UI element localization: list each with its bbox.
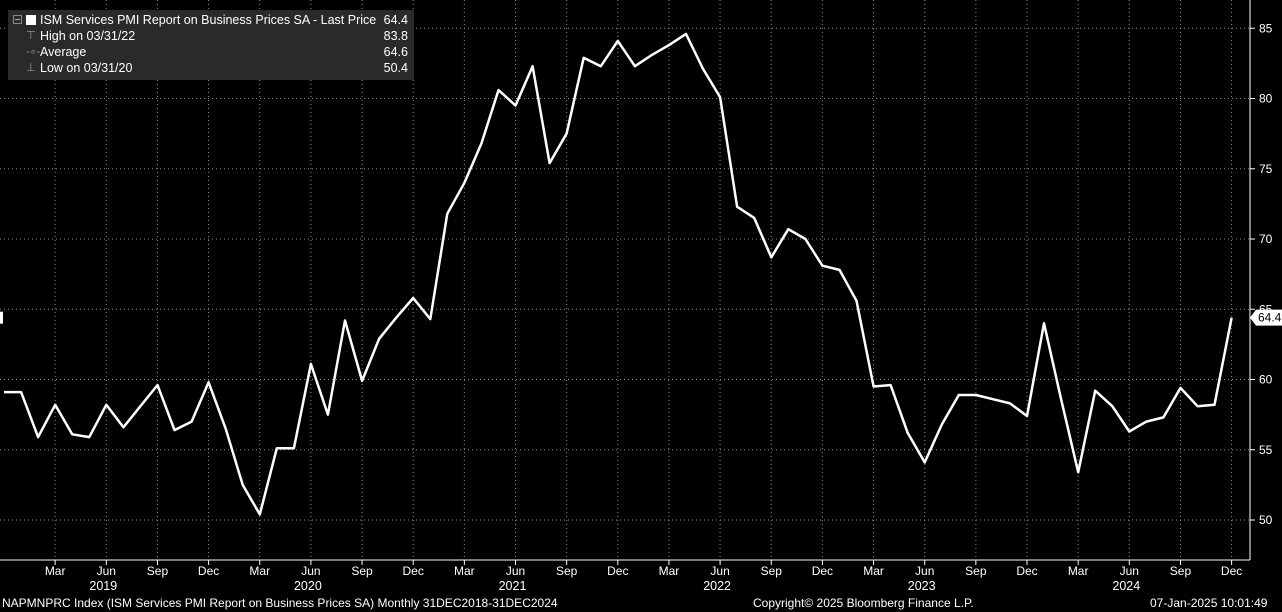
x-tick-label: Dec [198,564,219,578]
legend: ISM Services PMI Report on Business Pric… [8,10,414,80]
x-tick-label: Mar [659,564,680,578]
legend-last-value: 64.4 [383,13,408,27]
x-tick-label: Dec [607,564,628,578]
y-tick-label: 80 [1259,92,1273,106]
x-tick-label: Sep [965,564,987,578]
last-value-badge [1250,309,1282,326]
legend-average-row: -∘- Average 64.6 [8,44,414,60]
x-tick-label: Dec [812,564,833,578]
x-tick-label: Jun [301,564,320,578]
x-tick-label: Jun [506,564,525,578]
legend-low-row: ⊥ Low on 03/31/20 50.4 [8,60,414,76]
collapse-icon[interactable] [13,15,22,24]
legend-average-value: 64.6 [383,45,408,59]
high-marker-icon: ⊤ [26,30,36,42]
x-tick-label: Dec [1221,564,1242,578]
x-tick-label: Sep [1170,564,1192,578]
x-tick-label: Sep [556,564,578,578]
y-tick-label: 70 [1259,232,1273,246]
x-axis: Mar Jun Sep Dec Mar Jun Sep Dec Mar Jun Sep Dec Mar J… [0,559,1250,593]
y-tick-label: 55 [1259,443,1273,457]
x-tick-label: Mar [249,564,270,578]
footer-timestamp: 07-Jan-2025 10:01:49 [1150,596,1268,610]
x-year-label: 2022 [703,579,731,593]
legend-high-label: High on 03/31/22 [40,29,136,43]
x-tick-label: Sep [351,564,373,578]
x-tick-label: Mar [454,564,475,578]
x-tick-label: Jun [1120,564,1139,578]
x-year-label: 2024 [1112,579,1140,593]
series-line [4,32,1233,516]
x-tick-label: Mar [1068,564,1089,578]
x-tick-label: Dec [1016,564,1037,578]
y-tick-label: 50 [1259,513,1273,527]
x-tick-label: Sep [761,564,783,578]
x-year-label: 2021 [499,579,527,593]
y-tick-label: 85 [1259,21,1273,35]
x-tick-label: Mar [45,564,66,578]
x-tick-label: Jun [710,564,729,578]
low-marker-icon: ⊥ [26,62,36,74]
x-year-label: 2023 [908,579,936,593]
grid [0,0,1250,560]
x-tick-label: Jun [97,564,116,578]
last-value-label: 64.4 [1258,311,1282,325]
series-swatch [26,15,36,25]
series-layer [4,32,1233,516]
y-tick-label: 60 [1259,373,1273,387]
x-year-label: 2020 [294,579,322,593]
footer-copyright: Copyright© 2025 Bloomberg Finance L.P. [753,596,974,610]
legend-high-value: 83.8 [383,29,408,43]
average-marker-icon: -∘- [26,46,41,58]
legend-high-row: ⊤ High on 03/31/22 83.8 [8,28,414,44]
y-tick-label: 75 [1259,162,1273,176]
left-edge-marker [0,311,3,324]
footer-description: NAPMNPRC Index (ISM Services PMI Report … [2,596,558,610]
x-year-label: 2019 [89,579,117,593]
x-tick-label: Dec [403,564,424,578]
legend-low-value: 50.4 [383,61,408,75]
x-tick-label: Sep [147,564,169,578]
legend-title: ISM Services PMI Report on Business Pric… [40,13,377,27]
legend-main-row: ISM Services PMI Report on Business Pric… [8,12,414,28]
x-tick-label: Mar [863,564,884,578]
x-tick-label: Jun [915,564,934,578]
legend-average-label: Average [40,45,87,59]
last-value-marker: 64.4 [0,309,1282,326]
legend-low-label: Low on 03/31/20 [40,61,133,75]
